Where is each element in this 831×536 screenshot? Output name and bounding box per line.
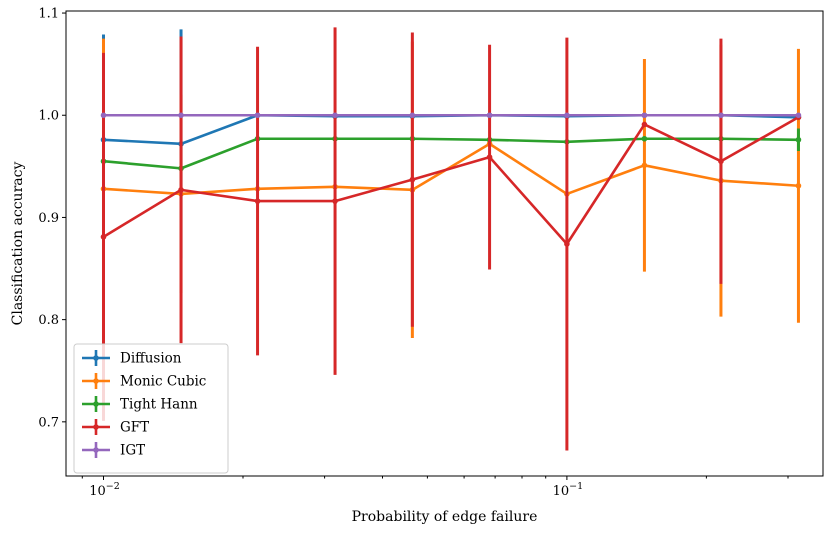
point-tight-hann <box>795 136 802 143</box>
legend-item-gft: GFT <box>82 419 149 436</box>
y-tick-label: 0.8 <box>38 313 59 328</box>
legend-label: GFT <box>120 420 149 436</box>
line-gft <box>102 115 800 246</box>
point-gft <box>100 234 107 240</box>
point-gft <box>718 158 724 165</box>
point-gft <box>486 154 493 160</box>
x-tick-base: 10 <box>553 484 570 499</box>
plot-frame <box>65 10 824 477</box>
point-igt <box>795 112 802 119</box>
point-igt <box>641 112 648 119</box>
x-tick-base: 10 <box>89 484 106 499</box>
legend-swatch-marker <box>93 355 99 361</box>
series-layer <box>100 27 802 451</box>
x-tick-exponent: −2 <box>106 481 120 492</box>
legend-swatch-marker <box>93 424 99 430</box>
legend-item-diffusion: Diffusion <box>82 350 182 367</box>
series-igt <box>100 112 802 119</box>
y-axis: 0.7 0.8 0.9 1.0 1.1 <box>38 7 66 430</box>
point-gft <box>564 241 570 247</box>
legend-item-monic-cubic: Monic Cubic <box>82 373 206 390</box>
point-igt <box>100 112 107 119</box>
point-gft <box>641 121 648 128</box>
legend-label: Tight Hann <box>120 397 198 413</box>
line-monic-cubic <box>102 142 800 196</box>
point-tight-hann <box>641 135 648 142</box>
legend-box <box>73 343 229 474</box>
legend-swatch-marker <box>93 447 99 453</box>
legend-item-igt: IGT <box>82 442 145 459</box>
legend-swatch-marker <box>93 378 99 384</box>
point-igt <box>178 112 184 119</box>
y-axis-label: Classification accuracy <box>10 162 26 326</box>
series-monic-cubic <box>100 38 802 340</box>
series-gft <box>100 27 802 451</box>
y-tick-label: 1.0 <box>38 109 59 124</box>
series-diffusion <box>100 29 802 259</box>
point-igt <box>332 112 338 119</box>
x-tick-exponent: −1 <box>569 481 583 492</box>
legend-label: IGT <box>120 443 145 459</box>
y-tick-label: 0.7 <box>38 415 59 430</box>
legend: Diffusion Monic Cubic Tight Hann GFT IGT <box>73 343 229 474</box>
legend-label: Diffusion <box>120 351 182 367</box>
x-tick-label: 10−2 <box>89 481 120 499</box>
y-tick-label: 0.9 <box>38 211 59 226</box>
legend-swatch-marker <box>93 401 99 407</box>
x-tick-label: 10−1 <box>553 481 584 499</box>
point-monic-cubic <box>795 182 802 189</box>
point-igt <box>254 112 261 119</box>
legend-label: Monic Cubic <box>120 374 206 390</box>
x-axis-label: Probability of edge failure <box>352 509 538 525</box>
point-igt <box>486 112 493 119</box>
legend-item-tight-hann: Tight Hann <box>82 396 198 413</box>
point-gft <box>178 187 184 193</box>
point-igt <box>409 112 416 119</box>
point-gft <box>332 198 338 204</box>
point-monic-cubic <box>641 162 648 169</box>
point-igt <box>718 112 724 119</box>
line-tight-hann <box>102 137 800 170</box>
y-tick-label: 1.1 <box>38 7 59 22</box>
x-axis: 10−2 10−1 <box>81 476 789 499</box>
point-gft <box>409 176 416 183</box>
point-gft <box>254 198 261 204</box>
point-igt <box>564 112 570 119</box>
